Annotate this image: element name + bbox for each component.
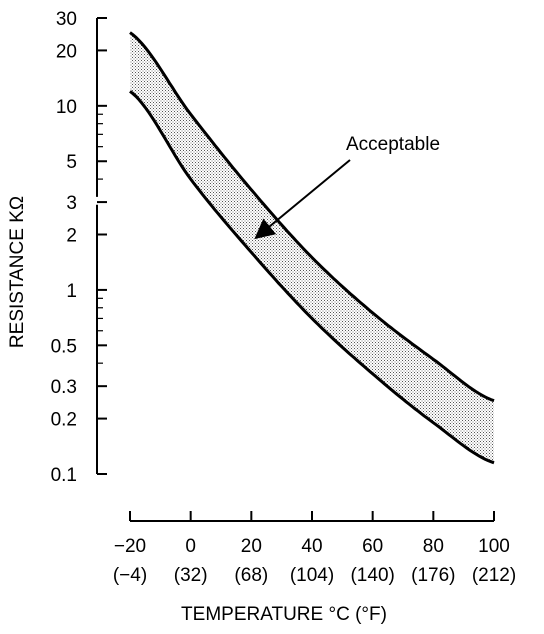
y-axis-title: RESISTANCE KΩ — [7, 196, 28, 348]
y-tick-label: 0.2 — [51, 410, 77, 431]
acceptable-annotation: Acceptable — [346, 134, 440, 155]
y-tick-label: 10 — [56, 97, 77, 118]
annotation-arrow — [254, 159, 351, 240]
x-tick-label: 100 — [478, 536, 510, 557]
x-tick-label: 40 — [301, 536, 322, 557]
upper-limit-curve — [129, 31, 495, 403]
x-tick-label: 80 — [423, 536, 444, 557]
x-tick-sublabel: (−4) — [113, 565, 147, 586]
x-tick-label: 60 — [362, 536, 383, 557]
lower-limit-curve — [129, 90, 495, 465]
x-tick-sublabel: (140) — [350, 565, 394, 586]
x-tick-label: 20 — [241, 536, 262, 557]
acceptable-band — [130, 32, 494, 463]
y-tick-label: 2 — [66, 226, 77, 247]
y-tick-label: 0.1 — [51, 465, 77, 486]
x-tick-label: 0 — [185, 536, 196, 557]
x-tick-label: −20 — [114, 536, 146, 557]
y-tick-label: 30 — [56, 9, 77, 30]
y-tick-label: 3 — [66, 193, 77, 214]
x-axis: −20 (−4) 0 (32) 20 (68) 40 (104) 60 (140) 80 (176) 1… — [113, 511, 516, 586]
x-axis-title: TEMPERATURE °C (°F) — [181, 604, 387, 625]
y-tick-label: 0.3 — [51, 377, 77, 398]
x-tick-sublabel: (176) — [411, 565, 455, 586]
x-tick-sublabel: (32) — [174, 565, 208, 586]
x-tick-sublabel: (212) — [472, 565, 516, 586]
y-tick-label: 5 — [66, 152, 77, 173]
y-tick-label: 0.5 — [51, 336, 77, 357]
x-tick-sublabel: (68) — [234, 565, 268, 586]
y-tick-label: 20 — [56, 41, 77, 62]
y-tick-label: 1 — [66, 281, 77, 302]
x-tick-sublabel: (104) — [290, 565, 334, 586]
y-axis: 30 20 10 5 3 2 1 0.5 0.3 0.2 0.1 — [51, 9, 107, 486]
